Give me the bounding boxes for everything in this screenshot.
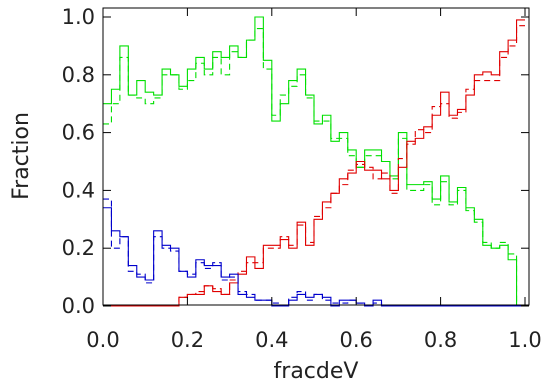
y-axis-label: Fraction — [9, 112, 34, 200]
series-line-2 — [103, 19, 525, 307]
y-tick-label: 1.0 — [62, 5, 95, 29]
y-tick-label: 0.6 — [62, 121, 95, 145]
x-axis: 0.0 0.2 0.4 0.6 0.8 1.0 — [86, 8, 542, 352]
y-tick-label: 0.0 — [62, 294, 95, 318]
series-line-3 — [103, 25, 525, 307]
y-tick-label: 0.4 — [62, 178, 95, 202]
series-line-5 — [103, 198, 525, 307]
y-tick-label: 0.2 — [62, 236, 95, 260]
plot-series — [103, 16, 525, 307]
x-tick-label: 0.0 — [86, 328, 119, 352]
x-tick-label: 0.2 — [171, 328, 204, 352]
x-tick-label: 0.6 — [339, 328, 372, 352]
y-tick-label: 0.8 — [62, 63, 95, 87]
series-line-0 — [103, 16, 525, 307]
x-tick-label: 0.8 — [424, 328, 457, 352]
series-line-1 — [103, 28, 525, 307]
y-axis: 0.0 0.2 0.4 0.6 0.8 1.0 — [62, 5, 529, 318]
x-tick-label: 1.0 — [508, 328, 541, 352]
plot-frame — [102, 7, 530, 306]
x-tick-label: 0.4 — [255, 328, 288, 352]
x-axis-label: fracdeV — [274, 359, 359, 384]
